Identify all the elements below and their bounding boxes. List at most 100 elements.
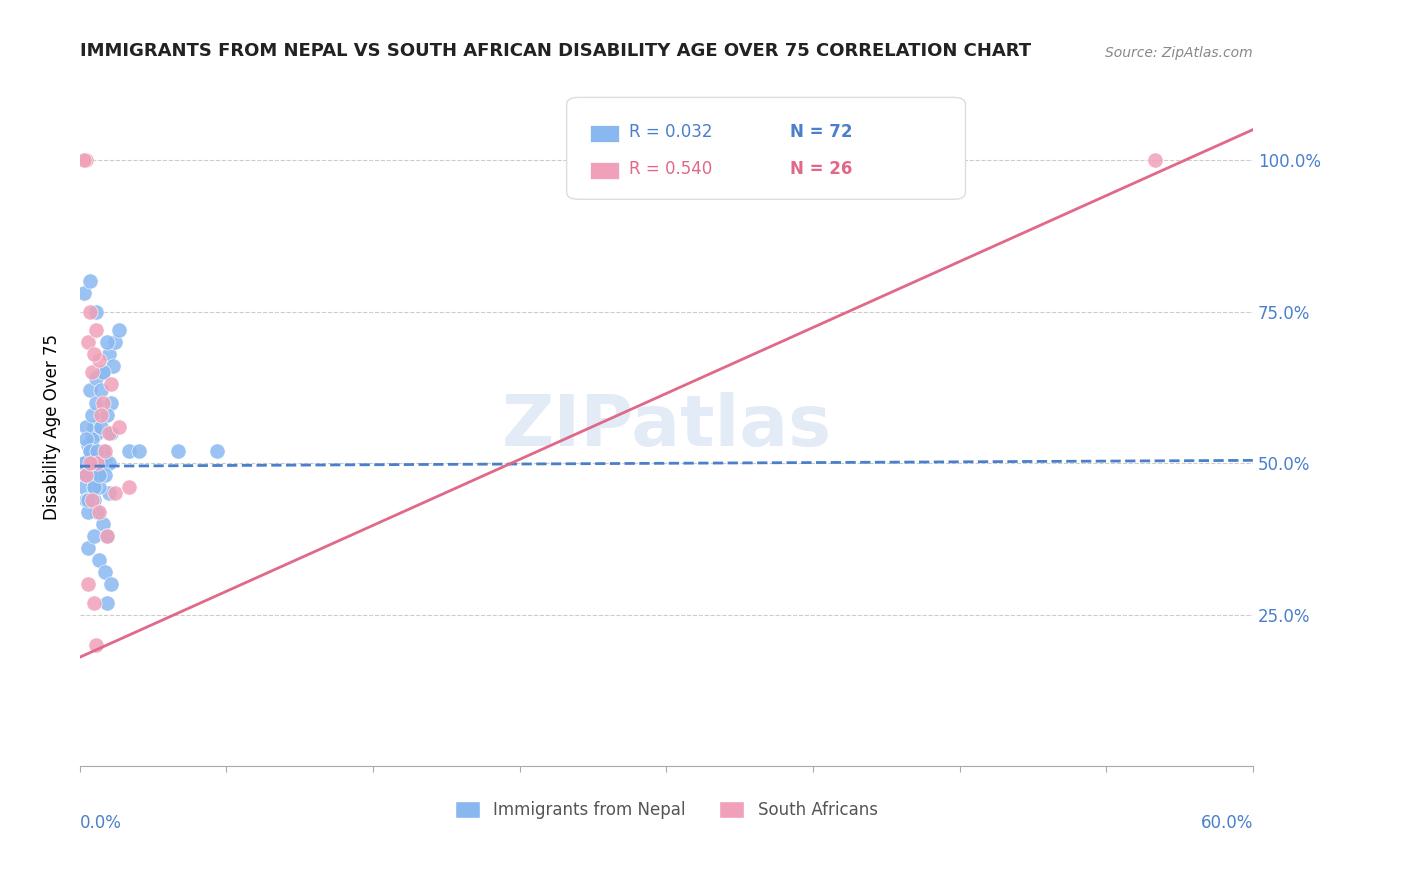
Point <box>90 419 112 434</box>
Point <box>90 456 112 470</box>
Point <box>100 577 122 591</box>
Point <box>83 596 105 610</box>
Point <box>79 456 101 470</box>
Point <box>86 456 108 470</box>
Text: R = 0.540: R = 0.540 <box>628 161 711 178</box>
Point <box>128 444 150 458</box>
Point <box>89 505 111 519</box>
Point <box>205 444 228 458</box>
Point <box>84 371 107 385</box>
Point <box>76 505 98 519</box>
Point <box>75 153 97 167</box>
Point <box>96 596 118 610</box>
Text: N = 26: N = 26 <box>790 161 852 178</box>
Point <box>96 529 118 543</box>
Point <box>80 456 103 470</box>
Text: Source: ZipAtlas.com: Source: ZipAtlas.com <box>1105 46 1253 60</box>
Text: 60.0%: 60.0% <box>1201 814 1253 832</box>
Point <box>84 444 107 458</box>
Point <box>79 304 101 318</box>
Point <box>94 566 117 580</box>
Point <box>80 432 103 446</box>
Point <box>91 395 114 409</box>
Text: ZIPatlas: ZIPatlas <box>502 392 831 461</box>
Point <box>94 444 117 458</box>
Point <box>86 505 108 519</box>
Point <box>80 365 103 379</box>
Point <box>76 577 98 591</box>
Point <box>76 492 98 507</box>
Point <box>104 486 127 500</box>
Point <box>80 475 103 489</box>
Point <box>84 468 107 483</box>
Point <box>166 444 188 458</box>
Point <box>89 468 111 483</box>
Point <box>100 377 122 392</box>
Point <box>100 425 122 440</box>
Point <box>86 468 108 483</box>
Text: N = 72: N = 72 <box>790 123 852 141</box>
Point <box>98 486 121 500</box>
Point <box>98 456 121 470</box>
Point <box>76 438 98 452</box>
Point <box>83 480 105 494</box>
Point <box>79 274 101 288</box>
Point <box>76 541 98 555</box>
Point <box>100 395 122 409</box>
Point <box>108 323 131 337</box>
Point <box>79 444 101 458</box>
Point <box>75 468 97 483</box>
Point <box>76 492 98 507</box>
Point <box>1144 153 1167 167</box>
Point <box>108 419 131 434</box>
Point <box>96 529 118 543</box>
Point <box>75 419 97 434</box>
Point <box>89 480 111 494</box>
Point <box>89 462 111 476</box>
Legend: Immigrants from Nepal, South Africans: Immigrants from Nepal, South Africans <box>449 795 884 826</box>
Point <box>89 468 111 483</box>
Text: R = 0.032: R = 0.032 <box>628 123 713 141</box>
Point <box>104 334 127 349</box>
Point <box>94 450 117 464</box>
Point <box>75 468 97 483</box>
Point <box>73 456 96 470</box>
Point <box>75 468 97 483</box>
Point <box>98 347 121 361</box>
Point <box>101 359 124 373</box>
Point <box>80 408 103 422</box>
Text: IMMIGRANTS FROM NEPAL VS SOUTH AFRICAN DISABILITY AGE OVER 75 CORRELATION CHART: IMMIGRANTS FROM NEPAL VS SOUTH AFRICAN D… <box>80 42 1031 60</box>
Point <box>84 304 107 318</box>
Point <box>79 444 101 458</box>
Point <box>86 456 108 470</box>
Text: 0.0%: 0.0% <box>80 814 122 832</box>
Point <box>91 516 114 531</box>
Y-axis label: Disability Age Over 75: Disability Age Over 75 <box>44 334 60 520</box>
Point <box>73 153 96 167</box>
Point <box>96 334 118 349</box>
Point <box>73 286 96 301</box>
Point <box>118 444 141 458</box>
Point <box>83 480 105 494</box>
Point <box>73 456 96 470</box>
Point <box>79 456 101 470</box>
Point <box>83 347 105 361</box>
FancyBboxPatch shape <box>567 97 966 199</box>
Bar <box>591 125 620 142</box>
Point <box>86 425 108 440</box>
Point <box>91 365 114 379</box>
Point <box>84 638 107 652</box>
Point <box>90 456 112 470</box>
Point <box>80 444 103 458</box>
Point <box>96 408 118 422</box>
Point <box>94 468 117 483</box>
Point <box>98 425 121 440</box>
Point <box>118 480 141 494</box>
Point <box>83 492 105 507</box>
Point <box>84 395 107 409</box>
Point <box>89 553 111 567</box>
Point <box>83 529 105 543</box>
Point <box>91 365 114 379</box>
Point <box>80 492 103 507</box>
Point <box>90 384 112 398</box>
